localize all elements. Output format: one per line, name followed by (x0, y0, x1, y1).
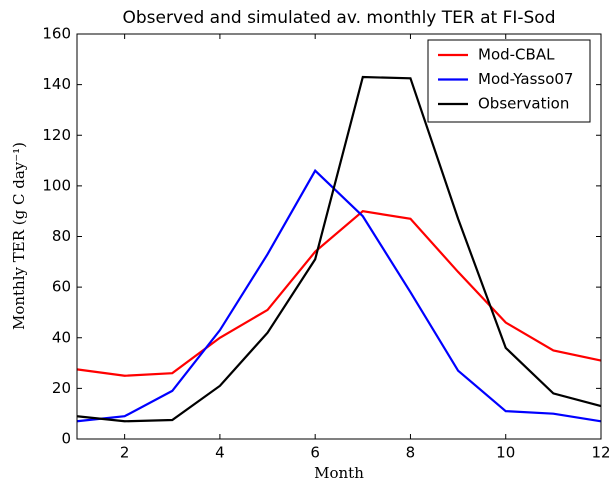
y-tick-label: 80 (52, 227, 71, 245)
y-tick-label: 140 (42, 75, 71, 93)
y-tick-label: 100 (42, 176, 71, 194)
series-line (76, 168, 602, 423)
y-tick-label: 60 (52, 278, 71, 296)
y-tick-label: 120 (42, 126, 71, 144)
chart-title: Observed and simulated av. monthly TER a… (122, 8, 555, 28)
legend-label: Mod-CBAL (478, 46, 555, 64)
plot-frame (76, 33, 602, 440)
x-tick-label: 4 (215, 444, 225, 462)
y-axis-label: Monthly TER (g C day⁻¹) (10, 142, 28, 330)
legend: Mod-CBAL Mod-Yasso07 Observation (427, 39, 591, 123)
x-tick-label: 10 (496, 444, 515, 462)
legend-label: Mod-Yasso07 (478, 70, 573, 88)
y-tick-label: 0 (61, 430, 71, 448)
y-tick-label: 160 (42, 25, 71, 43)
series-line (76, 210, 602, 377)
x-tick-label: 8 (406, 444, 416, 462)
y-tick-label: 20 (52, 379, 71, 397)
legend-box (427, 39, 591, 123)
x-tick-label: 6 (310, 444, 320, 462)
legend-label: Observation (478, 95, 569, 113)
x-tick-label: 12 (591, 444, 610, 462)
series-line (76, 75, 602, 423)
y-tick-label: 40 (52, 328, 71, 346)
x-tick-label: 2 (120, 444, 130, 462)
x-axis-label: Month (314, 464, 364, 482)
